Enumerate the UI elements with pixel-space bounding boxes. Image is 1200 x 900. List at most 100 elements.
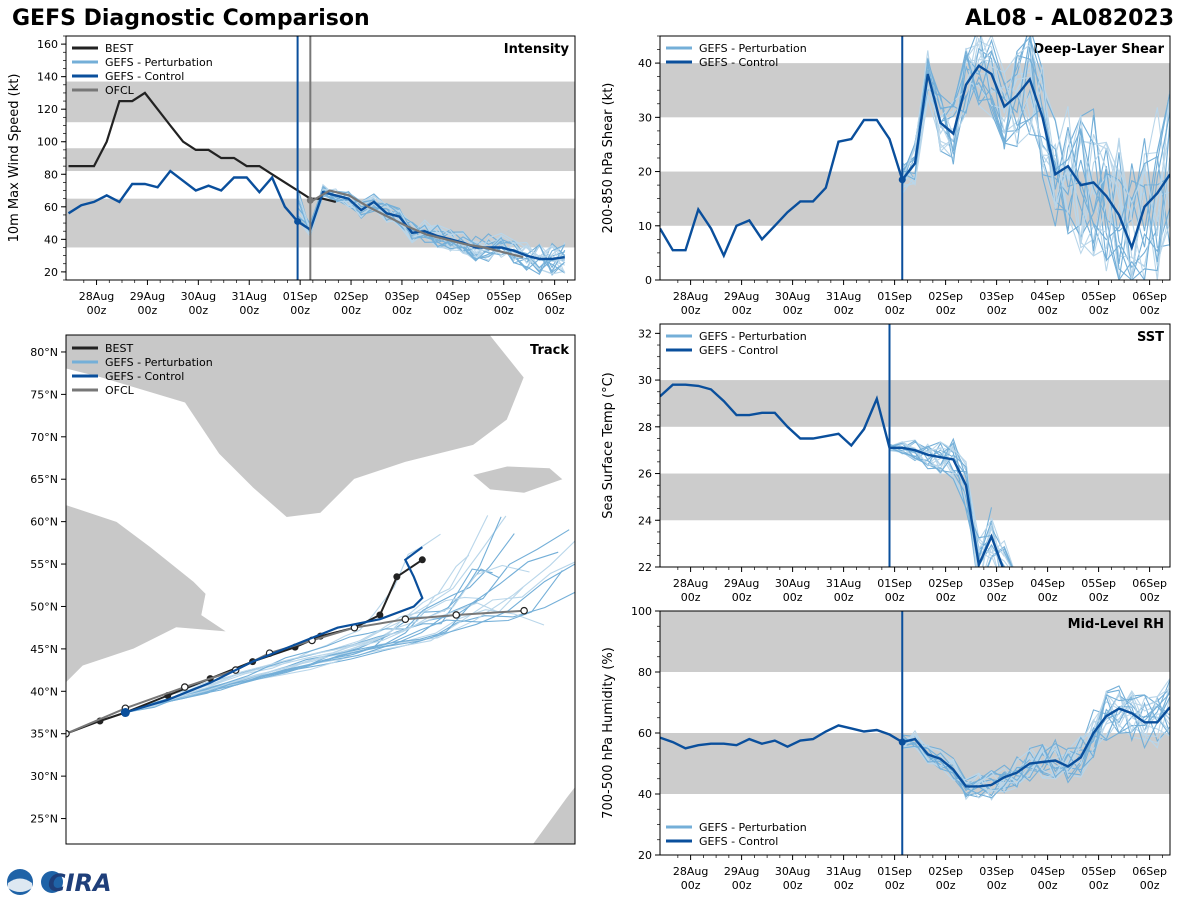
shear-title: Deep-Layer Shear xyxy=(1033,42,1164,57)
shear-ytick-label: 40 xyxy=(638,57,652,70)
track-ytick-label: 65°N xyxy=(30,473,58,486)
track-perturbation-line xyxy=(125,515,507,714)
track-legend-label: BEST xyxy=(105,342,133,355)
rh-xtick-label: 01Sep xyxy=(877,865,912,878)
rh-band-1 xyxy=(660,611,1170,672)
rh-xtick-label: 00z xyxy=(1140,879,1160,892)
sst-xtick-label: 29Aug xyxy=(724,577,759,590)
sst-ytick-label: 24 xyxy=(638,514,652,527)
intensity-ytick-label: 60 xyxy=(44,201,58,214)
track-title: Track xyxy=(530,343,569,358)
cira-logo: CIRA xyxy=(7,869,112,897)
shear-xtick-label: 31Aug xyxy=(826,290,861,303)
canada-land xyxy=(66,504,228,684)
sst-perturbation-line xyxy=(889,443,997,567)
intensity-xtick-label: 29Aug xyxy=(130,290,165,303)
sst-xtick-label: 00z xyxy=(885,591,905,604)
sst-perturbation-line xyxy=(889,442,1012,567)
shear-xtick-label: 00z xyxy=(1038,304,1058,317)
shear-ytick-label: 0 xyxy=(645,274,652,287)
rh-perturbation-line xyxy=(902,696,1170,792)
shear-xtick-label: 29Aug xyxy=(724,290,759,303)
clip-int-group xyxy=(67,91,566,276)
shear-xtick-label: 00z xyxy=(936,304,956,317)
sst-xtick-label: 04Sep xyxy=(1030,577,1065,590)
shear-xtick-label: 01Sep xyxy=(877,290,912,303)
track-ytick-label: 75°N xyxy=(30,388,58,401)
intensity-ytick-label: 100 xyxy=(37,136,58,149)
intensity-band-1 xyxy=(66,148,575,172)
shear-perturbation-line xyxy=(902,50,1170,267)
rh-xtick-label: 30Aug xyxy=(775,865,810,878)
intensity-xtick-label: 00z xyxy=(290,304,310,317)
sst-xtick-label: 02Sep xyxy=(928,577,963,590)
sst-xtick-label: 30Aug xyxy=(775,577,810,590)
intensity-ytick-label: 80 xyxy=(44,168,58,181)
shear-xtick-label: 00z xyxy=(1089,304,1109,317)
sst-xtick-label: 00z xyxy=(834,591,854,604)
track-ytick-label: 25°N xyxy=(30,813,58,826)
sst-legend-label: GEFS - Control xyxy=(699,344,778,357)
rh-xtick-label: 00z xyxy=(732,879,752,892)
shear-ytick-label: 30 xyxy=(638,111,652,124)
rh-xtick-label: 04Sep xyxy=(1030,865,1065,878)
track-ytick-label: 60°N xyxy=(30,516,58,529)
rh-xtick-label: 06Sep xyxy=(1132,865,1167,878)
greenland-land xyxy=(66,335,525,518)
shear-frame xyxy=(659,35,1171,281)
intensity-xtick-label: 05Sep xyxy=(486,290,521,303)
intensity-legend-label: GEFS - Perturbation xyxy=(105,56,213,69)
shear-control-line xyxy=(660,64,1170,259)
sst-xtick-label: 28Aug xyxy=(673,577,708,590)
sst-title: SST xyxy=(1137,330,1164,345)
shear-band-1 xyxy=(660,63,1170,118)
rh-xtick-label: 03Sep xyxy=(979,865,1014,878)
rh-legend-label: GEFS - Perturbation xyxy=(699,821,807,834)
track-init-marker xyxy=(120,708,130,718)
sst-ylabel: Sea Surface Temp (°C) xyxy=(601,372,616,519)
intensity-title: Intensity xyxy=(504,42,570,57)
sst-ytick-label: 28 xyxy=(638,421,652,434)
clip-sst-group xyxy=(660,383,1014,567)
shear-perturbation-line xyxy=(901,54,1170,264)
track-best-marker xyxy=(418,556,426,564)
intensity-ofcl-marker xyxy=(306,196,314,204)
clip-track-group xyxy=(66,335,575,844)
sst-xtick-label: 00z xyxy=(987,591,1007,604)
track-ofcl-marker xyxy=(66,729,70,738)
intensity-ytick-label: 140 xyxy=(37,71,58,84)
intensity-ytick-label: 40 xyxy=(44,233,58,246)
intensity-xtick-label: 02Sep xyxy=(334,290,369,303)
rh-perturbation-line xyxy=(902,689,1170,799)
sst-xtick-label: 31Aug xyxy=(826,577,861,590)
sst-ytick-label: 30 xyxy=(638,374,652,387)
shear-perturbation-line xyxy=(901,50,1170,280)
track-ofcl-marker xyxy=(180,683,189,691)
sst-legend-label: GEFS - Perturbation xyxy=(699,330,807,343)
intensity-frame xyxy=(65,35,576,281)
rh-xtick-label: 05Sep xyxy=(1081,865,1116,878)
sst-band-0 xyxy=(660,473,1170,521)
intensity-ytick-label: 120 xyxy=(37,103,58,116)
rh-xtick-label: 00z xyxy=(885,879,905,892)
shear-legend-label: GEFS - Perturbation xyxy=(699,42,807,55)
rh-xtick-label: 00z xyxy=(834,879,854,892)
shear-init-marker xyxy=(898,176,906,184)
rh-perturbation-line xyxy=(902,679,1170,787)
intensity-xtick-label: 00z xyxy=(545,304,565,317)
shear-xtick-label: 28Aug xyxy=(673,290,708,303)
rh-xtick-label: 00z xyxy=(1038,879,1058,892)
track-ytick-label: 50°N xyxy=(30,600,58,613)
cira-logo-text: CIRA xyxy=(48,869,112,897)
sst-xtick-label: 00z xyxy=(732,591,752,604)
track-ofcl-marker xyxy=(520,606,528,615)
sst-xtick-label: 00z xyxy=(1140,591,1160,604)
shear-legend-label: GEFS - Control xyxy=(699,56,778,69)
shear-xtick-label: 00z xyxy=(834,304,854,317)
track-ytick-label: 45°N xyxy=(30,643,58,656)
rh-init-marker xyxy=(898,738,906,746)
